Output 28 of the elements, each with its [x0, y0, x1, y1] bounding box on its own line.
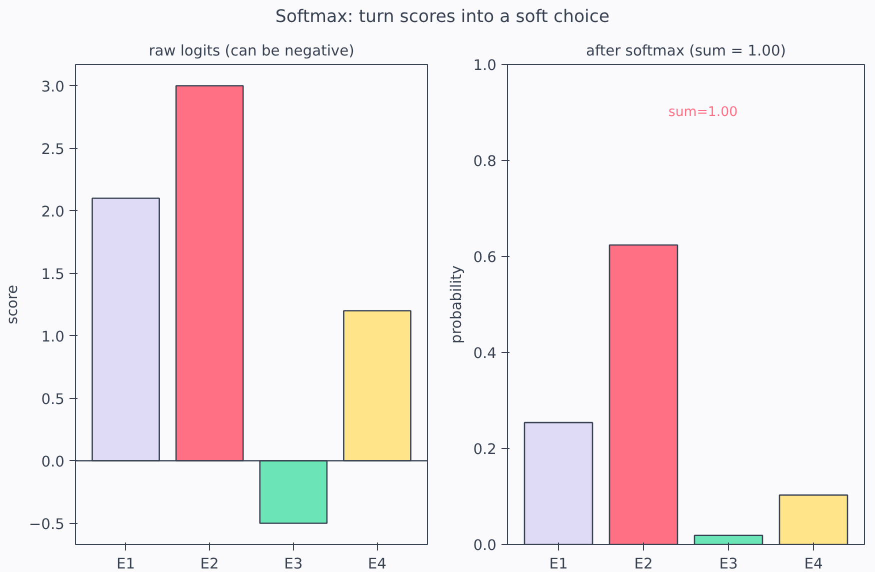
y-tick-label: −0.5 [28, 516, 65, 532]
y-tick-label: 0.0 [473, 536, 497, 554]
y-tick-label: 1.0 [473, 56, 497, 74]
chart-title: raw logits (can be negative) [148, 42, 354, 60]
y-tick-label: 0.8 [473, 152, 497, 170]
x-tick-label: E2 [200, 555, 219, 572]
x-tick-label: E2 [634, 555, 653, 572]
y-tick-label: 1.5 [41, 266, 65, 282]
y-tick-label: 2.5 [41, 140, 65, 158]
y-axis-title: probability [448, 264, 466, 344]
x-tick-label: E1 [549, 555, 568, 572]
x-tick-label: E3 [719, 555, 738, 572]
y-tick-label: 0.0 [41, 453, 65, 470]
y-tick-label: 0.2 [473, 440, 497, 458]
x-tick-label: E4 [804, 555, 823, 572]
text: Softmax: turn scores into a soft choice [275, 6, 610, 29]
x-tick-label: E3 [284, 555, 303, 572]
y-tick-label: 2.0 [41, 203, 65, 220]
y-tick-label: 0.6 [473, 248, 497, 266]
y-tick-label: 1.0 [41, 328, 65, 345]
y-tick-label: 0.5 [41, 390, 65, 408]
annotation: sum=1.00 [668, 104, 738, 120]
x-tick-label: E4 [368, 555, 387, 572]
chart-title: after softmax (sum = 1.00) [586, 42, 786, 60]
y-axis-title: score [4, 284, 21, 324]
y-tick-label: 0.4 [473, 344, 497, 362]
y-tick-label: 3.0 [41, 78, 65, 95]
x-tick-label: E1 [116, 555, 136, 572]
